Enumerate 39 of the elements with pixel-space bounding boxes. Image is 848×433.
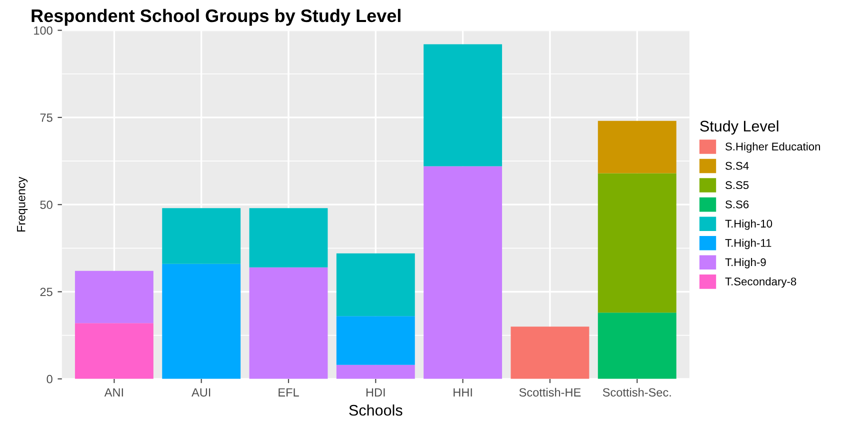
bar [336,364,415,379]
x-tick-label: Scottish-Sec. [602,388,671,397]
bar [162,264,241,379]
bar [598,173,676,313]
legend-label: S.S4 [725,162,749,170]
bar [74,270,154,324]
legend-label: T.High-11 [725,238,772,250]
x-tick-label: HDI [366,388,385,396]
x-tick-label: EFL [278,388,299,396]
bar [336,316,415,365]
bar [598,120,676,174]
bar [74,323,154,379]
bar [424,44,502,166]
legend-label: S.S6 [725,200,749,208]
x-tick-label: Scottish-HE [519,388,581,397]
bar [424,166,502,379]
legend-label: S.S5 [725,181,749,190]
x-axis-title: Schools [349,404,402,416]
y-tick-label: 75 [40,114,52,122]
bar [598,312,676,379]
x-tick-label: HHI [454,388,472,396]
legend-label: T.Secondary-8 [725,277,796,288]
bar [336,253,415,316]
legend-label: S.Higher Education [725,142,820,153]
y-tick-label: 25 [40,288,52,296]
bar [249,267,328,379]
legend-title: Study Level [700,120,778,135]
x-tick-label: ANI [104,388,123,396]
y-tick-label: 50 [40,200,52,209]
y-tick-label: 0 [46,374,52,384]
y-tick-label: 100 [34,26,52,35]
x-tick-label: AUI [192,388,210,397]
bar [162,208,241,264]
bar [249,208,328,268]
legend-label: T.High-9 [725,258,766,268]
y-axis-title: Frequency [17,176,28,232]
legend-label: T.High-10 [725,219,772,230]
chart-title: Respondent School Groups by Study Level [32,8,400,26]
bar [510,326,590,379]
